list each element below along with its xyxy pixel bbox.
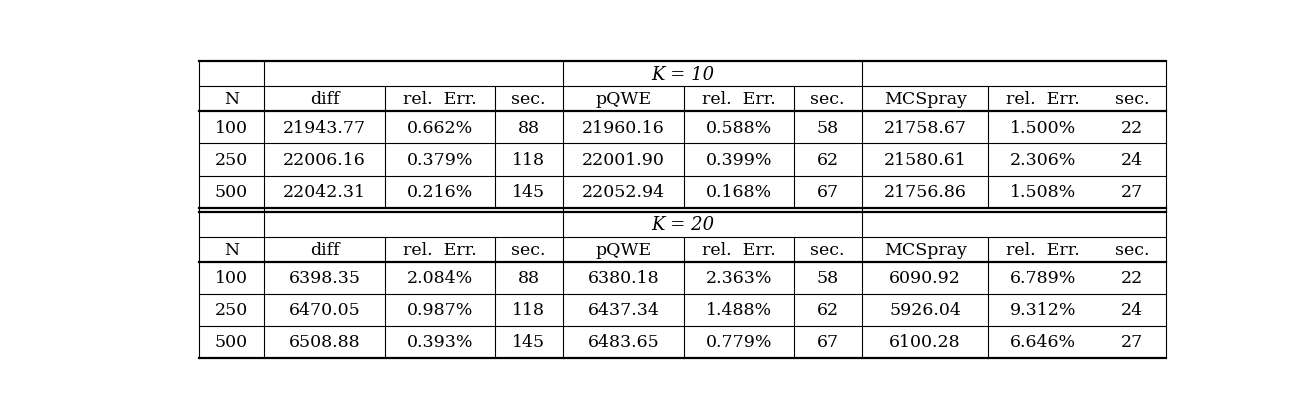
Text: 500: 500: [215, 334, 247, 351]
Text: rel.  Err.: rel. Err.: [1007, 241, 1080, 258]
Text: rel.  Err.: rel. Err.: [702, 241, 776, 258]
Text: diff: diff: [310, 91, 339, 108]
Text: 0.987%: 0.987%: [407, 301, 473, 318]
Text: 22001.90: 22001.90: [583, 152, 665, 169]
Text: 500: 500: [215, 184, 247, 201]
Text: 0.379%: 0.379%: [407, 152, 473, 169]
Text: rel.  Err.: rel. Err.: [1007, 91, 1080, 108]
Text: rel.  Err.: rel. Err.: [403, 91, 476, 108]
Text: 1.508%: 1.508%: [1011, 184, 1076, 201]
Text: 6.789%: 6.789%: [1009, 269, 1076, 286]
Text: 145: 145: [512, 334, 546, 351]
Text: 2.084%: 2.084%: [407, 269, 473, 286]
Text: MCSpray: MCSpray: [884, 91, 966, 108]
Text: 62: 62: [817, 152, 839, 169]
Text: 6.646%: 6.646%: [1011, 334, 1076, 351]
Text: 67: 67: [817, 184, 839, 201]
Text: 0.168%: 0.168%: [706, 184, 772, 201]
Text: sec.: sec.: [512, 241, 546, 258]
Text: pQWE: pQWE: [596, 91, 652, 108]
Text: 0.779%: 0.779%: [706, 334, 772, 351]
Text: 21756.86: 21756.86: [884, 184, 966, 201]
Text: 62: 62: [817, 301, 839, 318]
Text: 1.488%: 1.488%: [706, 301, 772, 318]
Text: 6483.65: 6483.65: [588, 334, 660, 351]
Text: sec.: sec.: [1114, 91, 1149, 108]
Text: 250: 250: [215, 152, 247, 169]
Text: sec.: sec.: [512, 91, 546, 108]
Text: 88: 88: [517, 269, 539, 286]
Text: 24: 24: [1121, 301, 1143, 318]
Text: 118: 118: [512, 152, 545, 169]
Text: 58: 58: [817, 269, 839, 286]
Text: N: N: [224, 241, 240, 258]
Text: 0.393%: 0.393%: [407, 334, 473, 351]
Text: 27: 27: [1121, 334, 1143, 351]
Text: 100: 100: [215, 120, 247, 137]
Text: 0.588%: 0.588%: [706, 120, 772, 137]
Text: 250: 250: [215, 301, 247, 318]
Text: 118: 118: [512, 301, 545, 318]
Text: rel.  Err.: rel. Err.: [702, 91, 776, 108]
Text: 22: 22: [1121, 120, 1143, 137]
Text: 1.500%: 1.500%: [1011, 120, 1076, 137]
Text: 22006.16: 22006.16: [283, 152, 365, 169]
Text: 21758.67: 21758.67: [884, 120, 966, 137]
Text: K = 20: K = 20: [651, 216, 715, 233]
Text: 6100.28: 6100.28: [889, 334, 961, 351]
Text: 145: 145: [512, 184, 546, 201]
Text: 9.312%: 9.312%: [1009, 301, 1076, 318]
Text: 5926.04: 5926.04: [889, 301, 961, 318]
Text: 58: 58: [817, 120, 839, 137]
Text: pQWE: pQWE: [596, 241, 652, 258]
Text: sec.: sec.: [810, 241, 846, 258]
Text: 6398.35: 6398.35: [288, 269, 360, 286]
Text: 6380.18: 6380.18: [588, 269, 660, 286]
Text: 6090.92: 6090.92: [889, 269, 961, 286]
Text: 22052.94: 22052.94: [583, 184, 665, 201]
Text: sec.: sec.: [1114, 241, 1149, 258]
Text: K = 10: K = 10: [651, 66, 715, 84]
Text: MCSpray: MCSpray: [884, 241, 966, 258]
Text: diff: diff: [310, 241, 339, 258]
Text: 100: 100: [215, 269, 247, 286]
Text: sec.: sec.: [810, 91, 846, 108]
Text: 21943.77: 21943.77: [283, 120, 367, 137]
Text: 21960.16: 21960.16: [583, 120, 665, 137]
Text: 22: 22: [1121, 269, 1143, 286]
Text: rel.  Err.: rel. Err.: [403, 241, 476, 258]
Text: 88: 88: [517, 120, 539, 137]
Text: 0.662%: 0.662%: [407, 120, 473, 137]
Text: 2.306%: 2.306%: [1009, 152, 1076, 169]
Text: 0.216%: 0.216%: [407, 184, 473, 201]
Text: 24: 24: [1121, 152, 1143, 169]
Text: 21580.61: 21580.61: [884, 152, 966, 169]
Text: 2.363%: 2.363%: [706, 269, 772, 286]
Text: 6470.05: 6470.05: [288, 301, 360, 318]
Text: 22042.31: 22042.31: [283, 184, 367, 201]
Text: 6437.34: 6437.34: [588, 301, 660, 318]
Text: 27: 27: [1121, 184, 1143, 201]
Text: 67: 67: [817, 334, 839, 351]
Text: 0.399%: 0.399%: [706, 152, 772, 169]
Text: N: N: [224, 91, 240, 108]
Text: 6508.88: 6508.88: [289, 334, 360, 351]
